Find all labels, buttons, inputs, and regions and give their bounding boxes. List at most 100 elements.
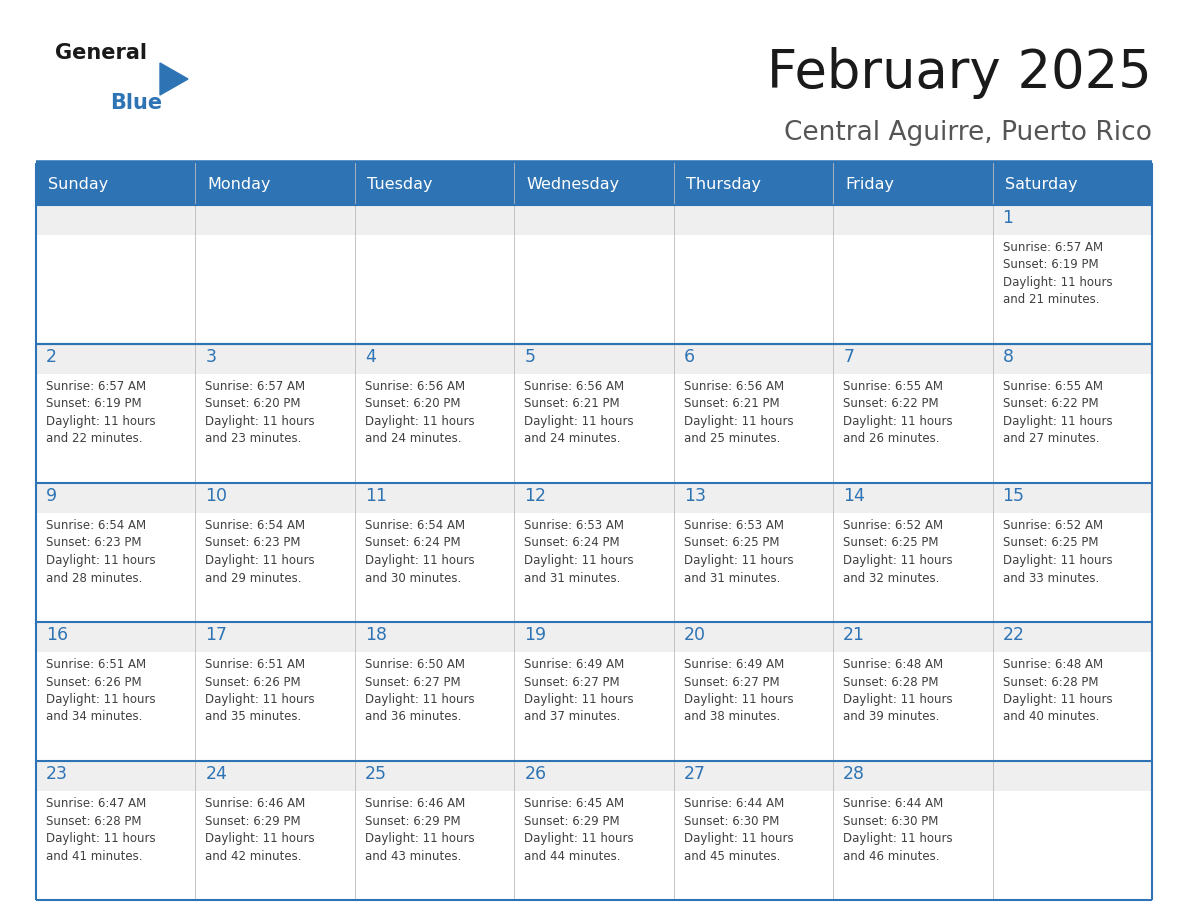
Text: 18: 18 <box>365 626 387 644</box>
Text: 7: 7 <box>843 348 854 366</box>
Bar <box>514 761 674 791</box>
Bar <box>833 235 992 344</box>
Bar <box>833 791 992 900</box>
Bar <box>992 374 1152 483</box>
Text: and 46 minutes.: and 46 minutes. <box>843 849 940 863</box>
Text: 5: 5 <box>524 348 536 366</box>
Text: 9: 9 <box>46 487 57 505</box>
Text: Sunset: 6:28 PM: Sunset: 6:28 PM <box>46 814 141 827</box>
Text: Sunrise: 6:48 AM: Sunrise: 6:48 AM <box>843 658 943 671</box>
Text: Sunset: 6:28 PM: Sunset: 6:28 PM <box>1003 676 1098 688</box>
Text: Sunset: 6:28 PM: Sunset: 6:28 PM <box>843 676 939 688</box>
Bar <box>355 622 514 652</box>
Polygon shape <box>160 63 188 95</box>
Text: Daylight: 11 hours: Daylight: 11 hours <box>206 832 315 845</box>
Bar <box>36 622 196 652</box>
Text: Sunrise: 6:54 AM: Sunrise: 6:54 AM <box>46 519 146 532</box>
Text: and 40 minutes.: and 40 minutes. <box>1003 711 1099 723</box>
Bar <box>36 513 196 622</box>
Bar <box>514 374 674 483</box>
Text: Sunrise: 6:54 AM: Sunrise: 6:54 AM <box>206 519 305 532</box>
Text: 27: 27 <box>684 765 706 783</box>
Text: Central Aguirre, Puerto Rico: Central Aguirre, Puerto Rico <box>784 120 1152 146</box>
Bar <box>36 483 196 513</box>
Text: 2: 2 <box>46 348 57 366</box>
Text: Sunset: 6:30 PM: Sunset: 6:30 PM <box>843 814 939 827</box>
Text: Sunset: 6:27 PM: Sunset: 6:27 PM <box>524 676 620 688</box>
Bar <box>514 483 674 513</box>
Text: and 32 minutes.: and 32 minutes. <box>843 572 940 585</box>
Text: Daylight: 11 hours: Daylight: 11 hours <box>46 554 156 567</box>
Bar <box>355 791 514 900</box>
Text: and 43 minutes.: and 43 minutes. <box>365 849 461 863</box>
Text: Sunset: 6:19 PM: Sunset: 6:19 PM <box>1003 259 1098 272</box>
Text: Daylight: 11 hours: Daylight: 11 hours <box>46 693 156 706</box>
Text: Sunrise: 6:55 AM: Sunrise: 6:55 AM <box>1003 380 1102 393</box>
Text: Daylight: 11 hours: Daylight: 11 hours <box>46 415 156 428</box>
Bar <box>833 622 992 652</box>
Bar <box>674 622 833 652</box>
Text: and 26 minutes.: and 26 minutes. <box>843 432 940 445</box>
Bar <box>674 374 833 483</box>
Text: Saturday: Saturday <box>1005 176 1078 192</box>
Bar <box>674 344 833 374</box>
Text: and 42 minutes.: and 42 minutes. <box>206 849 302 863</box>
Text: Sunrise: 6:47 AM: Sunrise: 6:47 AM <box>46 797 146 810</box>
Text: Sunset: 6:25 PM: Sunset: 6:25 PM <box>1003 536 1098 550</box>
Text: 19: 19 <box>524 626 546 644</box>
Text: and 24 minutes.: and 24 minutes. <box>524 432 621 445</box>
Text: and 22 minutes.: and 22 minutes. <box>46 432 143 445</box>
Text: and 38 minutes.: and 38 minutes. <box>684 711 781 723</box>
Text: Sunset: 6:25 PM: Sunset: 6:25 PM <box>684 536 779 550</box>
Text: and 36 minutes.: and 36 minutes. <box>365 711 461 723</box>
Text: Daylight: 11 hours: Daylight: 11 hours <box>365 832 474 845</box>
Text: Blue: Blue <box>110 93 162 113</box>
Text: Daylight: 11 hours: Daylight: 11 hours <box>843 832 953 845</box>
Text: Sunrise: 6:56 AM: Sunrise: 6:56 AM <box>684 380 784 393</box>
Text: 15: 15 <box>1003 487 1024 505</box>
Bar <box>674 791 833 900</box>
Text: Sunrise: 6:57 AM: Sunrise: 6:57 AM <box>206 380 305 393</box>
Text: and 23 minutes.: and 23 minutes. <box>206 432 302 445</box>
Text: and 31 minutes.: and 31 minutes. <box>524 572 620 585</box>
Text: 16: 16 <box>46 626 68 644</box>
Text: Thursday: Thursday <box>685 176 760 192</box>
Text: Daylight: 11 hours: Daylight: 11 hours <box>46 832 156 845</box>
Text: and 24 minutes.: and 24 minutes. <box>365 432 461 445</box>
Text: Daylight: 11 hours: Daylight: 11 hours <box>684 832 794 845</box>
Text: Sunrise: 6:55 AM: Sunrise: 6:55 AM <box>843 380 943 393</box>
Text: Daylight: 11 hours: Daylight: 11 hours <box>524 415 634 428</box>
Text: Daylight: 11 hours: Daylight: 11 hours <box>365 415 474 428</box>
Text: Daylight: 11 hours: Daylight: 11 hours <box>524 832 634 845</box>
Text: 4: 4 <box>365 348 375 366</box>
Text: and 25 minutes.: and 25 minutes. <box>684 432 781 445</box>
Bar <box>992 483 1152 513</box>
Text: 11: 11 <box>365 487 387 505</box>
Bar <box>514 235 674 344</box>
Text: 6: 6 <box>684 348 695 366</box>
Text: Sunset: 6:24 PM: Sunset: 6:24 PM <box>524 536 620 550</box>
Bar <box>833 513 992 622</box>
Text: Sunrise: 6:50 AM: Sunrise: 6:50 AM <box>365 658 465 671</box>
Text: 25: 25 <box>365 765 387 783</box>
Text: and 27 minutes.: and 27 minutes. <box>1003 432 1099 445</box>
Text: 1: 1 <box>1003 209 1013 227</box>
Text: and 21 minutes.: and 21 minutes. <box>1003 294 1099 307</box>
Text: and 39 minutes.: and 39 minutes. <box>843 711 940 723</box>
Text: 12: 12 <box>524 487 546 505</box>
Text: Daylight: 11 hours: Daylight: 11 hours <box>206 415 315 428</box>
Bar <box>674 483 833 513</box>
Text: Sunrise: 6:48 AM: Sunrise: 6:48 AM <box>1003 658 1102 671</box>
Bar <box>355 761 514 791</box>
Bar <box>833 205 992 235</box>
Bar <box>833 374 992 483</box>
Text: Daylight: 11 hours: Daylight: 11 hours <box>524 693 634 706</box>
Text: Sunrise: 6:56 AM: Sunrise: 6:56 AM <box>524 380 625 393</box>
Text: Sunset: 6:30 PM: Sunset: 6:30 PM <box>684 814 779 827</box>
Bar <box>992 622 1152 652</box>
Text: Sunrise: 6:44 AM: Sunrise: 6:44 AM <box>843 797 943 810</box>
Bar <box>355 513 514 622</box>
Bar <box>514 205 674 235</box>
Text: Daylight: 11 hours: Daylight: 11 hours <box>1003 693 1112 706</box>
Bar <box>514 652 674 761</box>
